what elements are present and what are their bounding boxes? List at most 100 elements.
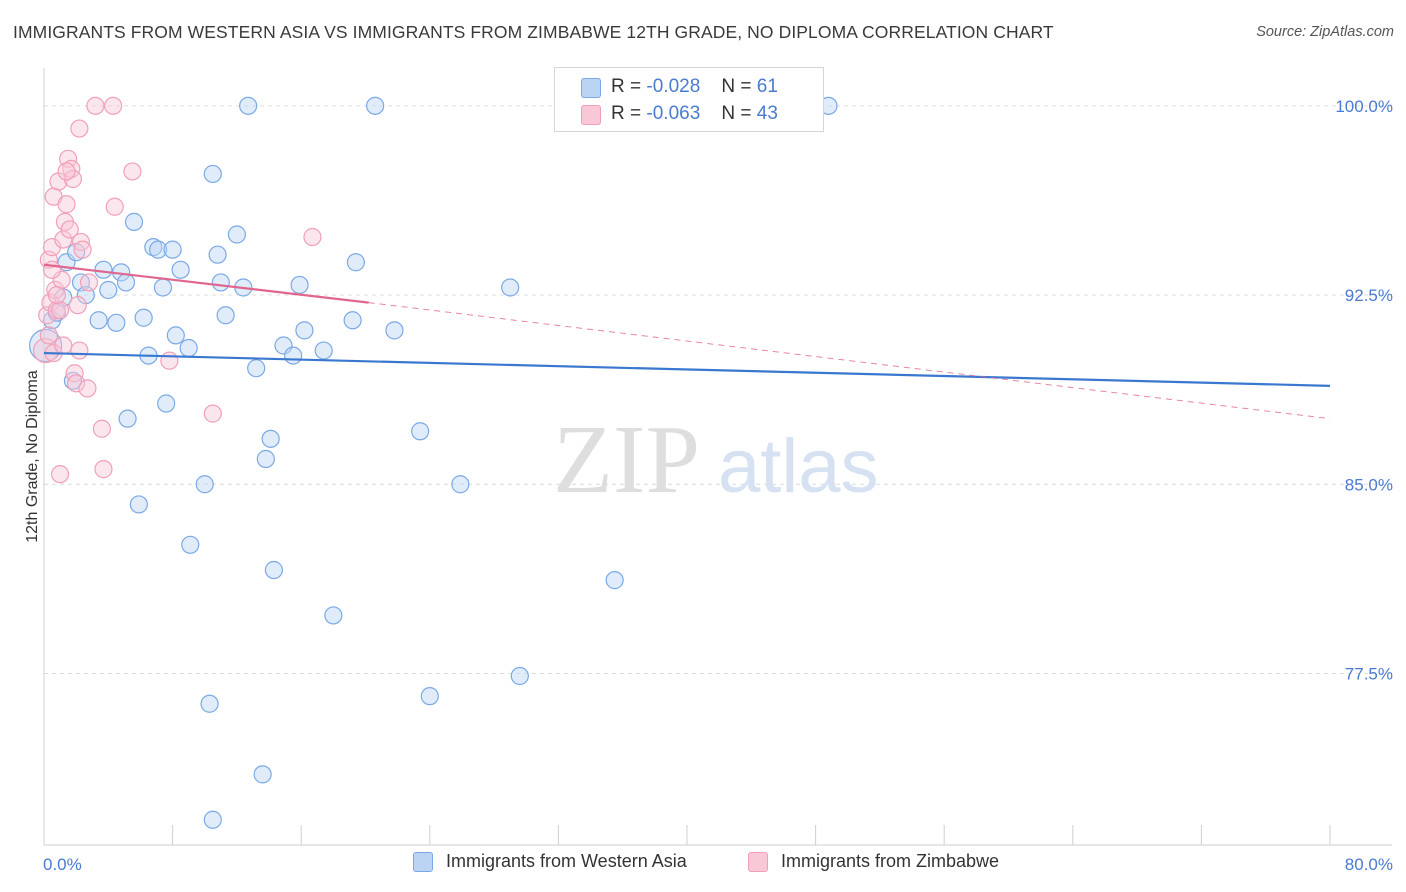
zimbabwe-point [303,227,322,247]
y-axis-title: 12th Grade, No Diploma [24,370,41,543]
western-asia-point [264,560,283,580]
legend-n-value-zimbabwe: 43 [756,103,778,124]
western-asia-point [195,475,214,494]
zimbabwe-point [79,273,99,292]
western-asia-point [295,321,314,340]
zimbabwe-point [67,374,86,393]
western-asia-point [134,308,153,327]
zimbabwe-point [160,351,179,370]
western-asia-point [89,311,108,330]
zimbabwe-point [78,379,97,398]
zimbabwe-point [57,162,76,181]
western-asia-point [163,240,182,259]
y-tick-label: 100.0% [1335,97,1393,116]
zimbabwe-point [104,96,123,115]
bottom-legend-swatch-zimbabwe [748,852,768,872]
y-tick-label: 85.0% [1345,475,1393,494]
western-asia-point [166,326,185,345]
western-asia-point [411,422,430,441]
western-asia-point [261,429,280,448]
y-tick-label: 77.5% [1345,664,1393,683]
western-asia-point [211,273,230,292]
grid-lines [44,105,1392,674]
zimbabwe-point [39,326,58,345]
western-asia-point [200,694,219,713]
zimbabwe-point [105,197,124,216]
bottom-legend-label-western-asia: Immigrants from Western Asia [446,851,687,871]
legend-n-label: N = [721,76,752,97]
legend-r-value-zimbabwe: -0.063 [646,103,701,124]
zimbabwe-point [73,240,92,259]
legend-swatch-western-asia [581,78,601,98]
zimbabwe-point [86,96,105,115]
x-tick-label: 80.0% [1345,855,1393,874]
bottom-legend-swatch-western-asia [413,852,433,872]
zimbabwe-point [63,169,83,189]
western-asia-point [239,96,258,115]
western-asia-point [157,394,176,413]
chart-title: IMMIGRANTS FROM WESTERN ASIA VS IMMIGRAN… [13,22,1054,42]
western-asia-point [129,495,148,514]
western-asia-point [253,765,272,784]
source-label: Source: ZipAtlas.com [1256,24,1394,40]
western-asia-point [216,306,235,325]
western-asia-point [324,606,343,625]
legend-r-label: R = [611,76,642,97]
western-asia-point [451,475,470,494]
zimbabwe-point [54,230,73,249]
western-asia-point [153,278,173,297]
western-asia-point [343,311,362,330]
western-asia-point [179,338,198,358]
western-asia-point [247,359,266,378]
western-asia-point [181,535,200,554]
zimbabwe-trend-extension [368,302,1331,420]
zimbabwe-point [92,419,111,438]
western-asia-point [346,253,365,272]
zimbabwe-point [50,465,70,484]
western-asia-point [256,449,275,469]
x-tick-label: 0.0% [43,855,82,874]
western-asia-point [420,687,439,706]
correlation-legend: R = -0.028 N = 61 R = -0.063 N = 43 [554,67,824,132]
zimbabwe-point [94,460,113,479]
western-asia-point [314,341,333,360]
western-asia-trend-line [43,351,1331,387]
western-asia-point [149,240,168,259]
western-asia-point [118,409,137,428]
watermark-zip: ZIP [553,406,700,514]
axes [43,68,1392,846]
western-asia-point [107,313,126,332]
western-asia-point [605,571,624,590]
western-asia-point [290,275,309,295]
western-asia-point [116,273,136,292]
zimbabwe-point [50,301,70,320]
western-asia-point [203,810,222,829]
western-asia-point [124,212,144,231]
western-asia-point [510,666,529,686]
zimbabwe-point [123,162,142,181]
zimbabwe-point [203,404,222,423]
zimbabwe-point [71,232,91,252]
legend-swatch-zimbabwe [581,105,601,125]
zimbabwe-point [70,341,89,360]
legend-n-value-western-asia: 61 [756,76,778,97]
western-asia-point [144,238,163,257]
zimbabwe-point [70,119,89,138]
zimbabwe-point [47,285,66,305]
bottom-legend-label-zimbabwe: Immigrants from Zimbabwe [781,851,1000,871]
data-points [29,96,838,829]
western-asia-point [501,278,520,297]
western-asia-point [94,260,113,279]
zimbabwe-point [42,260,62,279]
zimbabwe-point [57,195,76,214]
y-tick-label: 92.5% [1345,286,1393,305]
western-asia-point [203,164,222,184]
western-asia-point [99,280,118,300]
axis-labels: 77.5% 85.0% 92.5% 100.0% 0.0% 80.0% 12th Grade… [24,97,1393,874]
legend-n-label: N = [721,103,752,124]
zimbabwe-point [60,220,79,239]
western-asia-point [171,260,190,279]
western-asia-point [284,346,303,365]
western-asia-point [208,245,227,264]
trend-lines [43,263,1331,420]
